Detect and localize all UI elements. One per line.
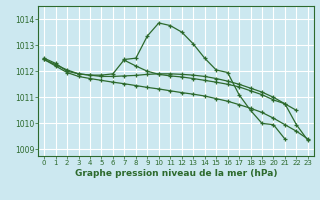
X-axis label: Graphe pression niveau de la mer (hPa): Graphe pression niveau de la mer (hPa) [75,169,277,178]
